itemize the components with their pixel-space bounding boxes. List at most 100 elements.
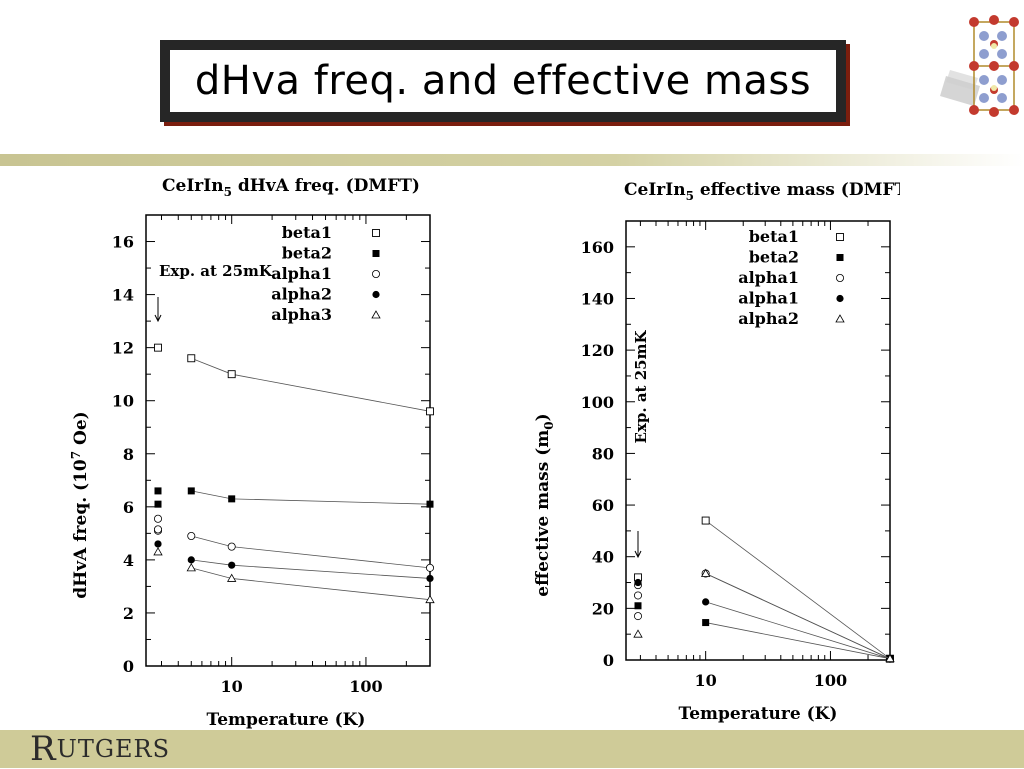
data-point	[702, 598, 710, 606]
exp-point	[154, 540, 162, 548]
legend-marker	[836, 233, 844, 241]
legend-marker	[835, 274, 844, 283]
data-point	[426, 574, 434, 583]
exp-point	[154, 487, 162, 495]
exp-point	[634, 612, 643, 621]
series-line	[191, 357, 431, 412]
series-line	[705, 573, 891, 660]
slide-title: dHva freq. and effective mass	[194, 58, 812, 104]
x-axis-label: Temperature (K)	[207, 710, 366, 730]
series-line	[191, 490, 431, 505]
data-point	[228, 495, 236, 503]
exp-point	[634, 578, 642, 587]
data-point	[425, 594, 435, 604]
legend-label: alpha1	[738, 289, 799, 308]
y-tick-label: 6	[123, 498, 134, 517]
legend-label: alpha1	[738, 268, 799, 287]
exp-annotation: Exp. at 25mK	[159, 262, 273, 280]
y-tick-label: 60	[592, 496, 614, 515]
x-tick-label: 100	[349, 677, 382, 696]
y-tick-label: 14	[112, 286, 134, 305]
data-point	[700, 568, 711, 577]
legend-marker	[372, 229, 380, 237]
data-point	[702, 619, 710, 627]
data-point	[426, 407, 434, 416]
chart-title: CeIrIn5 dHvA freq. (DMFT)	[162, 176, 420, 199]
y-tick-label: 2	[123, 604, 134, 623]
x-tick-label: 100	[814, 671, 847, 690]
exp-arrow	[154, 297, 162, 323]
series-line	[705, 601, 891, 660]
title-box: dHva freq. and effective mass	[170, 50, 836, 112]
y-tick-label: 20	[592, 599, 614, 618]
effective-mass-chart: CeIrIn5 effective mass (DMFT) Temperatur…	[533, 180, 900, 724]
y-tick-label: 0	[123, 657, 134, 676]
exp-annotation: Exp. at 25mK	[632, 330, 650, 444]
data-point	[227, 573, 237, 582]
y-tick-label: 100	[581, 393, 614, 412]
series-beta1	[634, 516, 894, 663]
y-tick-label: 4	[123, 551, 134, 570]
legend-label: beta2	[749, 248, 799, 267]
logo-initial: R	[30, 729, 57, 769]
legend-label: beta2	[282, 244, 332, 263]
legend-marker	[372, 290, 380, 299]
exp-point	[634, 591, 643, 600]
series-alpha2	[154, 540, 434, 583]
legend-marker	[836, 294, 844, 303]
exp-arrow	[634, 531, 642, 559]
bottom-band	[0, 730, 1024, 768]
series-alpha1	[154, 514, 434, 572]
y-tick-label: 12	[112, 339, 134, 358]
plot-frame	[625, 220, 891, 661]
legend-marker	[835, 314, 845, 323]
legend-label: beta1	[282, 223, 332, 242]
series-alpha1	[634, 569, 894, 663]
legend-label: alpha2	[271, 285, 332, 304]
y-tick-label: 140	[581, 289, 614, 308]
series-line	[705, 622, 891, 660]
legend-label: alpha1	[271, 264, 332, 283]
series-line	[191, 567, 431, 601]
dhva-frequency-chart: CeIrIn5 dHvA freq. (DMFT) Temperature (K…	[69, 176, 435, 730]
y-tick-label: 8	[123, 445, 134, 464]
legend-marker	[371, 270, 380, 279]
logo-rest: UTGERS	[56, 735, 171, 763]
series-alpha3	[153, 547, 435, 604]
exp-point	[153, 547, 163, 556]
crystal-structure-icon	[940, 15, 1019, 117]
rutgers-logo: R UTGERS	[30, 729, 171, 769]
exp-point	[154, 525, 163, 534]
y-axis-label: effective mass (m0)	[533, 413, 556, 596]
plot-frame	[145, 214, 431, 667]
y-tick-label: 40	[592, 548, 614, 567]
exp-point	[154, 500, 162, 508]
series-line	[191, 559, 431, 579]
y-tick-label: 80	[592, 444, 614, 463]
y-tick-label: 0	[603, 651, 614, 670]
series-alpha2	[633, 568, 895, 663]
x-tick-label: 10	[221, 677, 243, 696]
series-beta1	[154, 343, 434, 416]
y-tick-label: 10	[112, 392, 134, 411]
y-axis-label: dHvA freq. (107 Oe)	[69, 411, 91, 598]
data-point	[187, 556, 195, 564]
series-beta2	[154, 487, 434, 508]
y-tick-label: 160	[581, 238, 614, 257]
y-tick-label: 16	[112, 233, 134, 252]
exp-point	[154, 343, 162, 352]
chart-title: CeIrIn5 effective mass (DMFT)	[624, 180, 900, 203]
series-line	[705, 520, 891, 660]
data-point	[187, 487, 195, 495]
x-tick-label: 10	[695, 671, 717, 690]
data-point	[885, 653, 895, 663]
legend-label: alpha2	[738, 309, 799, 328]
data-point	[187, 532, 196, 541]
series-alpha1	[634, 578, 894, 663]
exp-point	[633, 629, 643, 638]
x-axis-label: Temperature (K)	[679, 704, 838, 724]
legend-marker	[371, 310, 381, 319]
y-tick-label: 120	[581, 341, 614, 360]
